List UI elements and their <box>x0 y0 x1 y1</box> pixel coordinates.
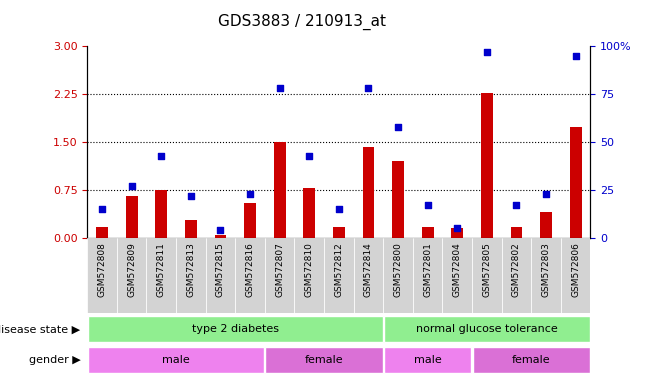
Bar <box>185 220 197 238</box>
Text: GSM572801: GSM572801 <box>423 242 432 297</box>
Text: GSM572815: GSM572815 <box>216 242 225 297</box>
Bar <box>354 238 383 313</box>
Point <box>570 53 581 59</box>
Point <box>304 152 315 159</box>
Bar <box>511 227 523 238</box>
Bar <box>303 188 315 238</box>
Bar <box>176 238 205 313</box>
Text: GSM572812: GSM572812 <box>334 242 344 296</box>
Text: GSM572813: GSM572813 <box>187 242 195 297</box>
Text: GSM572807: GSM572807 <box>275 242 284 297</box>
Text: GSM572804: GSM572804 <box>453 242 462 296</box>
Text: GSM572802: GSM572802 <box>512 242 521 296</box>
Point <box>156 152 166 159</box>
Text: GSM572816: GSM572816 <box>246 242 254 297</box>
Bar <box>413 238 442 313</box>
Point <box>393 124 403 130</box>
Bar <box>324 238 354 313</box>
Text: GSM572806: GSM572806 <box>571 242 580 297</box>
Bar <box>472 347 590 373</box>
Text: GSM572800: GSM572800 <box>394 242 403 297</box>
Bar <box>236 238 265 313</box>
Text: type 2 diabetes: type 2 diabetes <box>192 324 278 334</box>
Bar <box>384 316 590 342</box>
Text: GSM572805: GSM572805 <box>482 242 491 297</box>
Text: GDS3883 / 210913_at: GDS3883 / 210913_at <box>218 13 386 30</box>
Text: male: male <box>162 355 190 365</box>
Bar <box>88 316 382 342</box>
Text: GSM572803: GSM572803 <box>541 242 551 297</box>
Point <box>363 85 374 91</box>
Bar <box>383 238 413 313</box>
Point <box>452 225 462 232</box>
Point <box>333 206 344 212</box>
Point <box>422 202 433 209</box>
Bar <box>472 238 502 313</box>
Bar <box>295 238 324 313</box>
Text: female: female <box>512 355 551 365</box>
Point <box>541 191 552 197</box>
Point <box>245 191 256 197</box>
Point <box>482 49 493 55</box>
Bar <box>266 347 382 373</box>
Text: normal glucose tolerance: normal glucose tolerance <box>416 324 558 334</box>
Bar <box>422 227 433 238</box>
Point <box>185 193 196 199</box>
Text: GSM572808: GSM572808 <box>97 242 107 297</box>
Text: disease state ▶: disease state ▶ <box>0 324 81 334</box>
Text: GSM572814: GSM572814 <box>364 242 373 296</box>
Bar <box>244 203 256 238</box>
Bar <box>333 227 345 238</box>
Bar <box>125 197 138 238</box>
Bar <box>540 212 552 238</box>
Text: gender ▶: gender ▶ <box>29 355 81 365</box>
Text: male: male <box>414 355 442 365</box>
Bar <box>561 238 590 313</box>
Bar <box>442 238 472 313</box>
Bar <box>146 238 176 313</box>
Text: female: female <box>305 355 344 365</box>
Point <box>126 183 137 189</box>
Bar <box>155 190 167 238</box>
Bar <box>88 347 264 373</box>
Bar <box>87 238 117 313</box>
Bar <box>531 238 561 313</box>
Text: GSM572810: GSM572810 <box>305 242 314 297</box>
Bar <box>362 147 374 238</box>
Bar <box>570 127 582 238</box>
Bar <box>274 142 286 238</box>
Bar <box>384 347 472 373</box>
Point <box>511 202 522 209</box>
Bar <box>117 238 146 313</box>
Text: GSM572811: GSM572811 <box>157 242 166 297</box>
Bar <box>481 93 493 238</box>
Point <box>215 227 226 233</box>
Bar <box>265 238 295 313</box>
Bar <box>215 235 226 238</box>
Bar <box>502 238 531 313</box>
Point <box>97 206 107 212</box>
Text: GSM572809: GSM572809 <box>127 242 136 297</box>
Bar <box>96 227 108 238</box>
Bar <box>392 161 404 238</box>
Point <box>274 85 285 91</box>
Bar <box>205 238 236 313</box>
Bar <box>452 228 463 238</box>
